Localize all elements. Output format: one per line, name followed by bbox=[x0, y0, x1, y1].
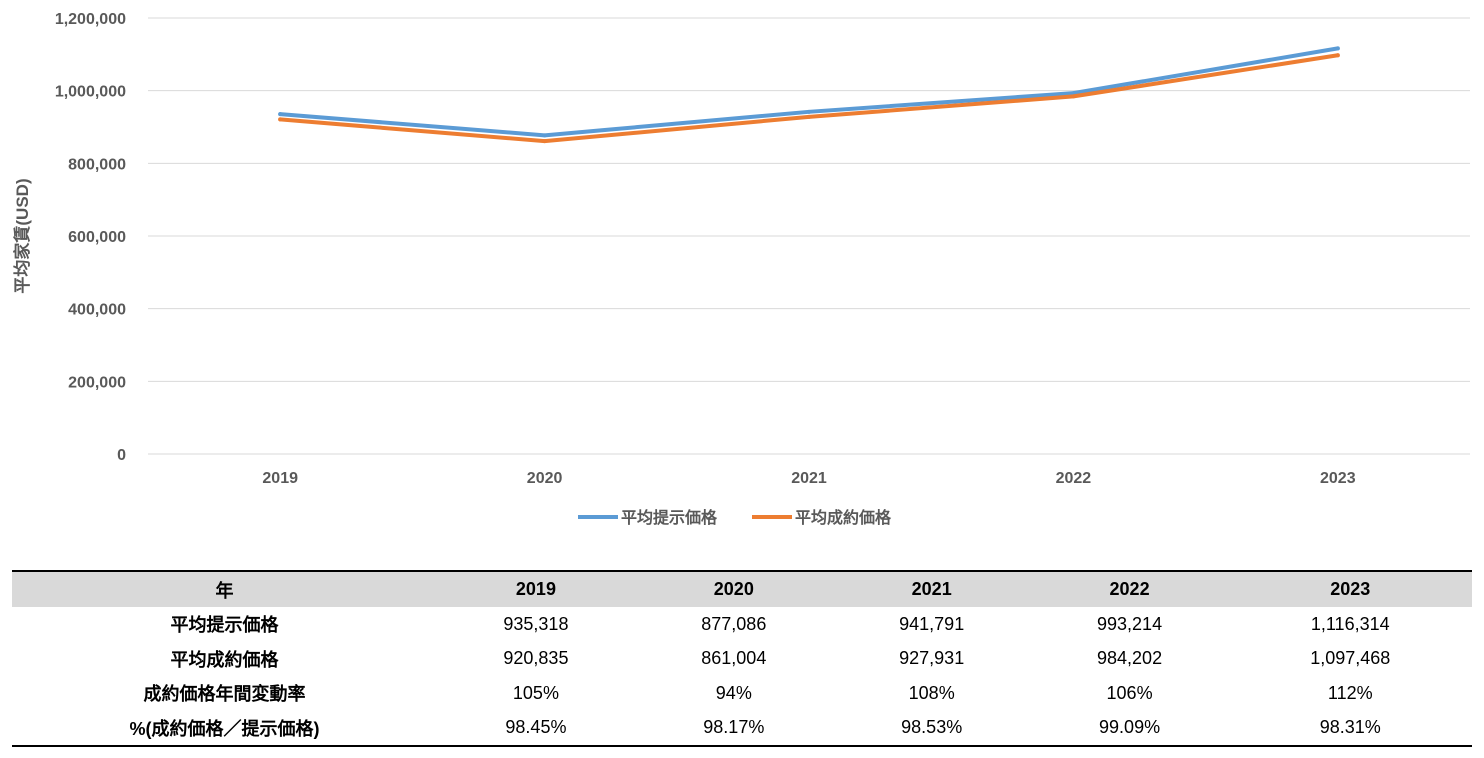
y-tick-label: 1,000,000 bbox=[55, 84, 126, 101]
table-header-year: 2021 bbox=[832, 570, 1031, 607]
data-point bbox=[1071, 94, 1076, 99]
row-label: 平均提示価格 bbox=[170, 615, 279, 636]
table-cell: 98.45% bbox=[437, 710, 635, 747]
table-header-label: 年 bbox=[12, 570, 437, 607]
line-chart: 0 200,000 400,000 600,000 800,000 1,000,000 1,… bbox=[12, 11, 1470, 527]
data-point bbox=[1335, 53, 1340, 58]
data-point bbox=[278, 112, 283, 117]
data-point bbox=[542, 139, 547, 144]
table-row: 平均提示価格 935,318 877,086 941,791 993,214 1… bbox=[12, 607, 1472, 642]
y-axis-label: 平均家賃(USD) bbox=[12, 178, 32, 293]
table-cell: 98.17% bbox=[634, 710, 833, 747]
table-header-year: 2023 bbox=[1228, 570, 1472, 607]
data-point bbox=[1071, 91, 1076, 96]
table-header-year: 2020 bbox=[634, 570, 833, 607]
y-tick-label: 600,000 bbox=[68, 229, 126, 246]
legend-label: 平均成約価格 bbox=[795, 508, 892, 527]
table-cell: 941,791 bbox=[899, 613, 965, 634]
data-point bbox=[278, 117, 283, 122]
x-tick-label: 2021 bbox=[791, 470, 827, 487]
table-cell: 99.09% bbox=[1030, 710, 1229, 747]
table-cell: 106% bbox=[1106, 682, 1153, 703]
table-cell: 94% bbox=[715, 682, 752, 703]
table-cell: 935,318 bbox=[503, 613, 569, 634]
data-table: 年 2019 2020 2021 2022 2023 平均提示価格 935,31… bbox=[12, 570, 1472, 747]
table-cell: 920,835 bbox=[503, 648, 569, 669]
table-cell: 98.31% bbox=[1228, 710, 1472, 747]
table-header-year: 2019 bbox=[437, 570, 635, 607]
table-cell: 993,214 bbox=[1097, 613, 1163, 634]
table-cell: 98.53% bbox=[832, 710, 1031, 747]
y-tick-label: 800,000 bbox=[68, 156, 126, 173]
table-row: 成約価格年間変動率 105% 94% 108% 106% 112% bbox=[12, 676, 1472, 711]
table-cell: 108% bbox=[908, 682, 955, 703]
y-tick-label: 1,200,000 bbox=[55, 11, 126, 28]
row-label: %(成約価格／提示価格) bbox=[12, 710, 437, 747]
table-row: 平均成約価格 920,835 861,004 927,931 984,202 1… bbox=[12, 642, 1472, 677]
data-point bbox=[807, 109, 811, 114]
data-point bbox=[807, 114, 811, 119]
table-cell: 1,116,314 bbox=[1310, 613, 1390, 634]
x-tick-label: 2023 bbox=[1320, 470, 1356, 487]
data-point bbox=[1335, 46, 1340, 51]
table-cell: 112% bbox=[1327, 682, 1373, 703]
table-cell: 927,931 bbox=[899, 648, 965, 669]
row-label: 平均成約価格 bbox=[170, 649, 279, 670]
x-tick-label: 2020 bbox=[527, 470, 563, 487]
x-tick-label: 2019 bbox=[262, 470, 298, 487]
data-point bbox=[542, 133, 547, 138]
table-cell: 105% bbox=[512, 682, 559, 703]
series-line bbox=[278, 46, 1340, 138]
table-cell: 877,086 bbox=[701, 613, 767, 634]
row-label: 成約価格年間変動率 bbox=[143, 684, 306, 705]
table-header-row: 年 2019 2020 2021 2022 2023 bbox=[12, 570, 1472, 607]
legend-label: 平均提示価格 bbox=[621, 508, 718, 527]
table-cell: 984,202 bbox=[1097, 648, 1163, 669]
table-cell: 1,097,468 bbox=[1310, 648, 1391, 669]
x-tick-label: 2022 bbox=[1056, 470, 1092, 487]
y-tick-label: 400,000 bbox=[68, 302, 126, 319]
table-header-year: 2022 bbox=[1030, 570, 1229, 607]
y-tick-label: 0 bbox=[117, 447, 126, 464]
table-row: %(成約価格／提示価格) 98.45% 98.17% 98.53% 99.09%… bbox=[12, 710, 1472, 747]
table-cell: 861,004 bbox=[701, 648, 767, 669]
y-tick-label: 200,000 bbox=[68, 374, 126, 391]
